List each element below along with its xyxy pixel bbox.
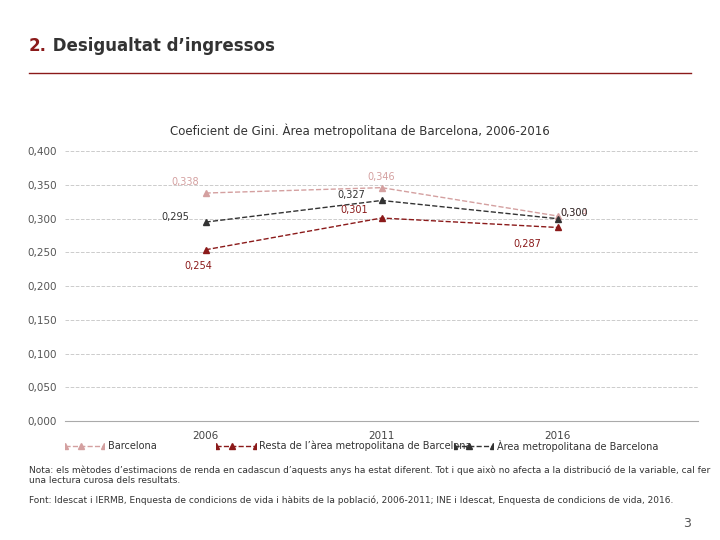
Text: 0,301: 0,301: [340, 205, 368, 215]
Text: 0,338: 0,338: [171, 177, 199, 187]
Text: Font: Idescat i IERMB, Enquesta de condicions de vida i hàbits de la població, 2: Font: Idescat i IERMB, Enquesta de condi…: [29, 496, 673, 505]
Text: Coeficient de Gini. Àrea metropolitana de Barcelona, 2006-2016: Coeficient de Gini. Àrea metropolitana d…: [170, 123, 550, 138]
Text: 2.: 2.: [29, 37, 47, 55]
Text: 0,254: 0,254: [185, 261, 212, 272]
Text: 0,287: 0,287: [513, 239, 541, 249]
Text: 3: 3: [683, 517, 691, 530]
Text: Àrea metropolitana de Barcelona: Àrea metropolitana de Barcelona: [497, 440, 658, 452]
Text: 0,300: 0,300: [560, 208, 588, 218]
Text: 0,304: 0,304: [560, 208, 588, 218]
Text: 0,295: 0,295: [161, 212, 189, 221]
Text: Nota: els mètodes d’estimacions de renda en cadascun d’aquests anys ha estat dif: Nota: els mètodes d’estimacions de renda…: [29, 465, 710, 485]
Text: Desigualtat d’ingressos: Desigualtat d’ingressos: [47, 37, 274, 55]
Text: 0,327: 0,327: [337, 190, 365, 200]
Text: Resta de l’àrea metropolitana de Barcelona: Resta de l’àrea metropolitana de Barcelo…: [259, 441, 472, 451]
Text: Barcelona: Barcelona: [108, 441, 157, 451]
Text: 0,346: 0,346: [368, 172, 395, 181]
